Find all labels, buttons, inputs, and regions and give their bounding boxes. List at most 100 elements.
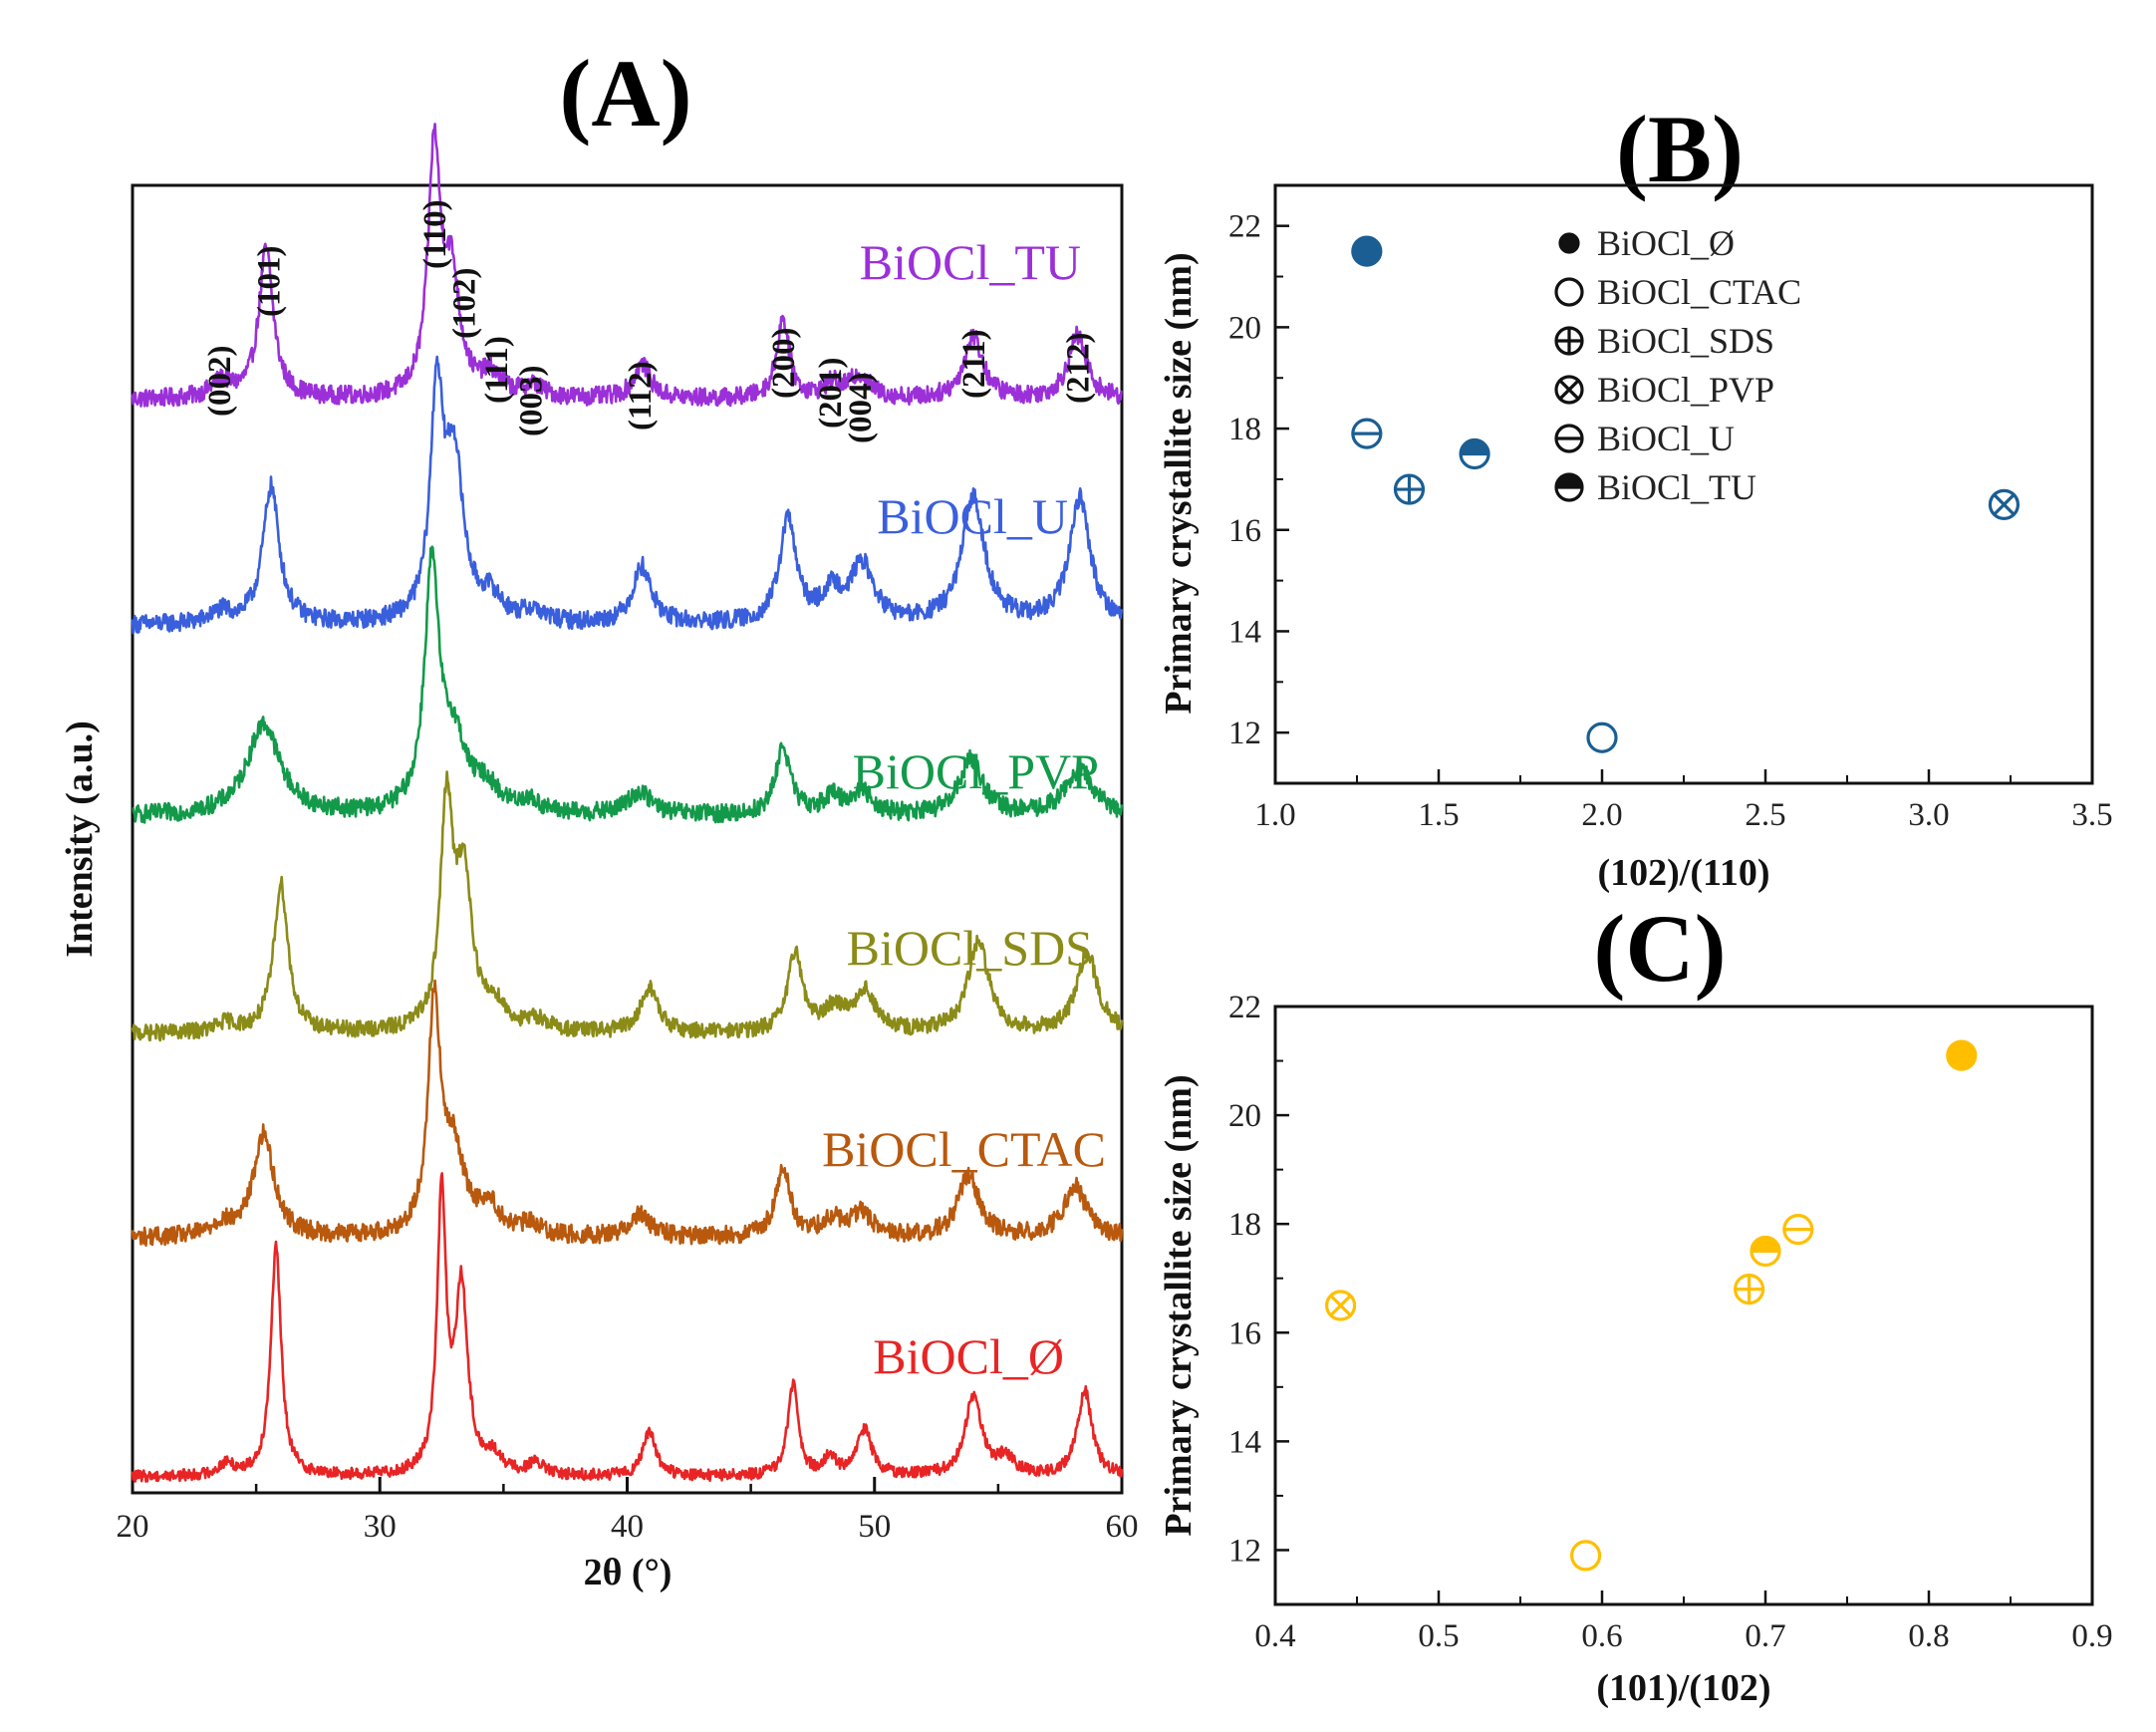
panel-b-y-tick-label: 14: [1228, 614, 1261, 650]
series-label-BiOCl_PVP: BiOCl_PVP: [853, 743, 1099, 799]
panel-c-frame: [1273, 1005, 2094, 1606]
panel-c-x-tick-label: 0.9: [2071, 1618, 2112, 1654]
panel-c-ylabel: Primary crystallite size (nm): [1158, 1074, 1200, 1536]
marker-diag-2: [1329, 1294, 1352, 1317]
marker-circle: [1554, 375, 1584, 405]
peak-label: (004): [843, 373, 879, 443]
panel-b-x-tick-label: 3.5: [2071, 797, 2112, 833]
panel-a-x-tick-label: 40: [611, 1509, 644, 1545]
marker-circle: [1586, 722, 1618, 753]
panel-b-ylabel: Primary crystallite size (nm): [1158, 252, 1200, 714]
series-label-BiOCl_U: BiOCl_U: [877, 488, 1068, 544]
series-label-BiOCl_TU: BiOCl_TU: [860, 234, 1081, 290]
panel-a-ylabel: Intensity (a.u.): [59, 721, 101, 958]
series-line-BiOCl_Ø: [131, 1172, 1124, 1483]
panel-c-y-tick-label: 22: [1228, 990, 1261, 1025]
panel-c-title: (C): [1593, 895, 1726, 1002]
series-line-BiOCl_U: [131, 355, 1124, 635]
marker-BiOCl_CTAC: [1569, 1540, 1602, 1572]
panel-b-y-tick-label: 12: [1228, 716, 1261, 751]
series-label-BiOCl_Ø: BiOCl_Ø: [873, 1328, 1064, 1384]
panel-c-y-tick-label: 18: [1228, 1207, 1261, 1243]
panel-c-y-tick-label: 16: [1228, 1315, 1261, 1351]
marker-BiOCl_SDS: [1733, 1274, 1765, 1305]
marker-BiOCl_Ø: [1946, 1039, 1978, 1071]
legend-label: BiOCl_TU: [1597, 467, 1756, 507]
marker-circle: [1988, 488, 2021, 520]
marker-circle: [1351, 235, 1383, 267]
panel-b-xlabel: (102)/(110): [1597, 852, 1769, 894]
peak-label: (200): [766, 328, 802, 399]
marker-BiOCl_PVP: [1324, 1290, 1357, 1321]
series-line-BiOCl_SDS: [131, 770, 1124, 1042]
marker-legend-BiOCl_PVP: [1554, 375, 1584, 405]
panel-a-title: (A): [559, 40, 691, 146]
panel-a-ticks: 20 30 40 50 60: [117, 1477, 1139, 1545]
panel-b-y-tick-label: 20: [1228, 310, 1261, 346]
series-label-BiOCl_SDS: BiOCl_SDS: [847, 920, 1093, 976]
peak-label: (201): [813, 358, 849, 429]
marker-BiOCl_Ø: [1351, 235, 1383, 267]
marker-circle: [1946, 1039, 1978, 1071]
panel-a-x-tick-label: 50: [858, 1509, 891, 1545]
legend-label: BiOCl_CTAC: [1597, 272, 1801, 312]
peak-label: (102): [447, 268, 483, 339]
panel-b-x-tick-label: 3.0: [1908, 797, 1949, 833]
marker-BiOCl_TU: [1459, 437, 1490, 470]
marker-BiOCl_SDS: [1393, 473, 1426, 505]
panel-c-points: [1324, 1039, 1978, 1572]
panel-c-x-tick-label: 0.7: [1745, 1618, 1785, 1654]
peak-label: (212): [1060, 333, 1096, 404]
panel-c-x-tick-label: 0.6: [1581, 1618, 1622, 1654]
marker-BiOCl_PVP: [1988, 488, 2021, 520]
panel-c-x-tick-label: 0.4: [1254, 1618, 1295, 1654]
marker-circle: [1558, 232, 1580, 254]
marker-circle: [1554, 277, 1584, 307]
series-line-BiOCl_PVP: [132, 545, 1124, 824]
panel-c-x-tick-label: 0.8: [1908, 1618, 1949, 1654]
legend-label: BiOCl_Ø: [1597, 223, 1735, 263]
legend-label: BiOCl_SDS: [1597, 321, 1774, 361]
panel-b-y-tick-label: 18: [1228, 412, 1261, 447]
peak-label: (003): [514, 366, 550, 436]
panel-b-legend: BiOCl_Ø BiOCl_CTAC BiOCl_SDS BiOCl_PVP BiOCl…: [1554, 223, 1801, 507]
panel-b-ticks: 1.0 1.5 2.0 2.5 3.0 3.5 12 14 16 18 20 22: [1228, 209, 2113, 833]
panel-c-y-tick-label: 12: [1228, 1533, 1261, 1569]
legend-label: BiOCl_U: [1597, 419, 1735, 458]
panel-a-x-tick-label: 20: [117, 1509, 149, 1545]
panel-b-points: [1351, 235, 2021, 753]
panel-c-x-tick-label: 0.5: [1418, 1618, 1459, 1654]
peak-label: (002): [202, 346, 238, 417]
panel-b-x-tick-label: 1.5: [1418, 797, 1459, 833]
panel-b-y-tick-label: 22: [1228, 209, 1261, 245]
panel-c-xlabel: (101)/(102): [1596, 1667, 1770, 1709]
marker-legend-BiOCl_Ø: [1558, 232, 1580, 254]
panel-b-x-tick-label: 1.0: [1254, 797, 1295, 833]
marker-legend-BiOCl_TU: [1554, 472, 1584, 502]
panel-a-peak-labels: (002) (101) (110)(102)(111)(003) (112) (200)…: [202, 199, 1096, 443]
marker-legend-BiOCl_CTAC: [1554, 277, 1584, 307]
peak-label: (101): [252, 246, 288, 317]
marker-legend-BiOCl_U: [1554, 424, 1584, 453]
marker-BiOCl_CTAC: [1586, 722, 1618, 753]
marker-BiOCl_TU: [1750, 1235, 1781, 1268]
panel-a-xrd-chart: 20 30 40 50 60 BiOCl_TUBiOCl_UBiOCl_PVPBiOCl…: [59, 123, 1139, 1593]
panel-a-x-tick-label: 60: [1106, 1509, 1139, 1545]
legend-label: BiOCl_PVP: [1597, 370, 1774, 410]
marker-legend-BiOCl_SDS: [1554, 326, 1584, 356]
series-line-BiOCl_CTAC: [131, 979, 1124, 1248]
panel-c-scatter-chart: 0.4 0.5 0.6 0.7 0.8 0.9 12 14 16 18 20 22 (101)/(10…: [1158, 990, 2113, 1709]
panel-b-x-tick-label: 2.5: [1745, 797, 1785, 833]
panel-a-xlabel: 2θ (°): [584, 1552, 673, 1593]
panel-c-y-tick-label: 20: [1228, 1098, 1261, 1134]
panel-a-series-group: BiOCl_TU BiOCl_U BiOCl_PVP BiOCl_SDS BiOCl_C…: [131, 123, 1124, 1483]
marker-circle: [1324, 1290, 1357, 1321]
marker-circle: [1569, 1540, 1602, 1572]
panel-c-y-tick-label: 14: [1228, 1424, 1261, 1460]
marker-diag-2: [1558, 379, 1580, 401]
marker-BiOCl_U: [1782, 1214, 1814, 1246]
series-line-BiOCl_TU: [131, 123, 1124, 408]
series-label-BiOCl_CTAC: BiOCl_CTAC: [822, 1121, 1106, 1177]
panel-c-ticks: 0.4 0.5 0.6 0.7 0.8 0.9 12 14 16 18 20 22: [1228, 990, 2113, 1654]
